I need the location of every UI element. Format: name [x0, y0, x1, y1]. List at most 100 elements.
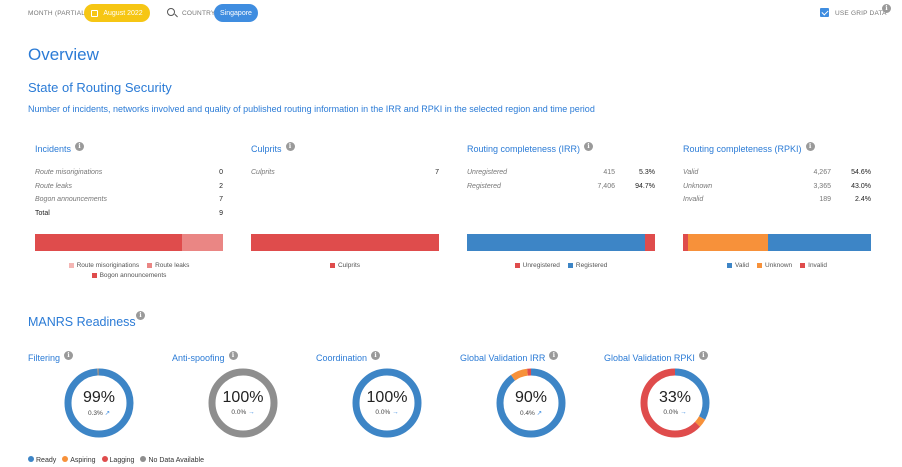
- manrs-legend: Ready Aspiring Lagging No Data Available: [28, 456, 204, 464]
- legend-item[interactable]: Invalid: [800, 262, 827, 269]
- section-subtitle: Number of incidents, networks involved a…: [28, 104, 595, 114]
- irr-bar: [467, 234, 655, 251]
- row-label: Route leaks: [35, 182, 72, 190]
- rpki-title: Routing completeness (RPKI): [683, 144, 802, 154]
- valid-segment[interactable]: [768, 234, 871, 251]
- incident-row: Route leaks 2: [35, 180, 223, 194]
- legend-item[interactable]: Unregistered: [514, 262, 560, 269]
- legend-item[interactable]: Aspiring: [62, 456, 96, 464]
- use-grip-data-label: USE GRIP DATA: [835, 10, 887, 17]
- row-value: 4,267: [813, 169, 831, 177]
- legend-item[interactable]: Route leaks: [147, 262, 189, 269]
- legend-item[interactable]: Bogon announcements: [91, 272, 166, 279]
- gauge-value: 90%: [514, 389, 548, 406]
- country-label: COUNTRY: [182, 10, 216, 17]
- legend-item[interactable]: Valid: [727, 262, 749, 269]
- gauge-value: 100%: [366, 389, 408, 406]
- row-percent: 5.3%: [639, 169, 655, 177]
- row-value: 415: [603, 169, 615, 177]
- nodata-arc: [64, 368, 134, 438]
- gauge-title: Anti-spoofing: [172, 353, 225, 363]
- manrs-title: MANRS Readiness: [28, 315, 136, 329]
- total-value: 9: [219, 209, 223, 217]
- info-icon[interactable]: i: [698, 350, 708, 360]
- culprits-bar: [251, 234, 439, 251]
- row-label: Valid: [683, 169, 699, 177]
- lagging-arc: [640, 368, 710, 438]
- culprits-segment[interactable]: [251, 234, 439, 251]
- donut-chart[interactable]: [495, 367, 567, 439]
- incidents-bar: [35, 234, 223, 251]
- info-icon[interactable]: i: [75, 141, 85, 151]
- trend-arrow-icon: →: [680, 409, 687, 416]
- rpki-bar: [683, 234, 871, 251]
- month-value: August 2022: [103, 9, 143, 17]
- use-grip-data-checkbox[interactable]: [820, 8, 829, 17]
- donut-chart[interactable]: [351, 367, 423, 439]
- gauge-title: Global Validation RPKI: [604, 353, 695, 363]
- donut-chart[interactable]: [63, 367, 135, 439]
- search-icon[interactable]: [167, 8, 175, 16]
- info-icon[interactable]: i: [371, 350, 381, 360]
- gauge-change: 0.0% →: [231, 409, 255, 416]
- country-value: Singapore: [220, 9, 252, 17]
- row-label: Bogon announcements: [35, 196, 107, 204]
- culprit-row: Culprits 7: [251, 166, 439, 180]
- row-value: 0: [219, 169, 223, 177]
- irr-row: Unregistered 415 5.3%: [467, 166, 655, 180]
- manrs-gauge: Global Validation IRR i 90% 0.4% ↗: [460, 350, 600, 438]
- route-leaks-segment[interactable]: [181, 234, 223, 251]
- info-icon[interactable]: i: [64, 350, 74, 360]
- gauge-value: 33%: [658, 389, 692, 406]
- invalid-segment[interactable]: [683, 234, 688, 251]
- info-icon[interactable]: i: [549, 350, 559, 360]
- calendar-icon: [91, 9, 99, 17]
- incident-row: Route misoriginations 0: [35, 166, 223, 180]
- info-icon[interactable]: i: [285, 141, 295, 151]
- row-label: Registered: [467, 182, 501, 190]
- info-icon[interactable]: i: [584, 141, 594, 151]
- gauge-value: 99%: [82, 389, 116, 406]
- legend-item[interactable]: Lagging: [101, 456, 134, 464]
- legend-item[interactable]: Unknown: [757, 262, 792, 269]
- donut-chart[interactable]: [207, 367, 279, 439]
- rpki-row: Unknown 3,365 43.0%: [683, 180, 871, 194]
- culprits-panel: Culprits i Culprits 7 Culprits: [251, 141, 439, 269]
- row-label: Invalid: [683, 196, 704, 204]
- trend-arrow-icon: →: [392, 409, 399, 416]
- legend-item[interactable]: Culprits: [329, 262, 360, 269]
- section-title: State of Routing Security: [28, 80, 172, 95]
- rpki-row: Valid 4,267 54.6%: [683, 166, 871, 180]
- manrs-gauge: Anti-spoofing i 100% 0.0% →: [172, 350, 312, 438]
- irr-title: Routing completeness (IRR): [467, 144, 581, 154]
- incident-total-row: Total 9: [35, 207, 223, 221]
- donut-chart[interactable]: [639, 367, 711, 439]
- gauge-change: 0.0% →: [375, 409, 399, 416]
- nodata-arc: [208, 368, 278, 438]
- legend-item[interactable]: Route misoriginations: [68, 262, 139, 269]
- month-picker-button[interactable]: August 2022: [84, 4, 150, 22]
- row-percent: 43.0%: [851, 182, 871, 190]
- legend-item[interactable]: Ready: [28, 456, 56, 464]
- rpki-row: Invalid 189 2.4%: [683, 193, 871, 207]
- gauge-change: 0.4% ↗: [519, 410, 543, 417]
- bogon-segment[interactable]: [35, 234, 182, 251]
- culprits-title: Culprits: [251, 144, 282, 154]
- row-value: 2: [219, 182, 223, 190]
- row-value: 7: [219, 196, 223, 204]
- info-icon[interactable]: i: [228, 350, 238, 360]
- legend-item[interactable]: No Data Available: [140, 456, 204, 464]
- info-icon[interactable]: i: [882, 4, 891, 13]
- registered-segment[interactable]: [467, 234, 646, 251]
- row-label: Route misoriginations: [35, 169, 103, 177]
- rpki-legend: Valid Unknown Invalid: [683, 262, 871, 269]
- trend-arrow-icon: ↗: [536, 410, 543, 417]
- row-percent: 94.7%: [635, 182, 655, 190]
- unregistered-segment[interactable]: [645, 234, 655, 251]
- info-icon[interactable]: i: [805, 141, 815, 151]
- unknown-segment[interactable]: [687, 234, 769, 251]
- legend-item[interactable]: Registered: [567, 262, 607, 269]
- gauge-title: Coordination: [316, 353, 368, 363]
- info-icon[interactable]: i: [136, 311, 145, 320]
- country-select-button[interactable]: Singapore: [214, 4, 258, 22]
